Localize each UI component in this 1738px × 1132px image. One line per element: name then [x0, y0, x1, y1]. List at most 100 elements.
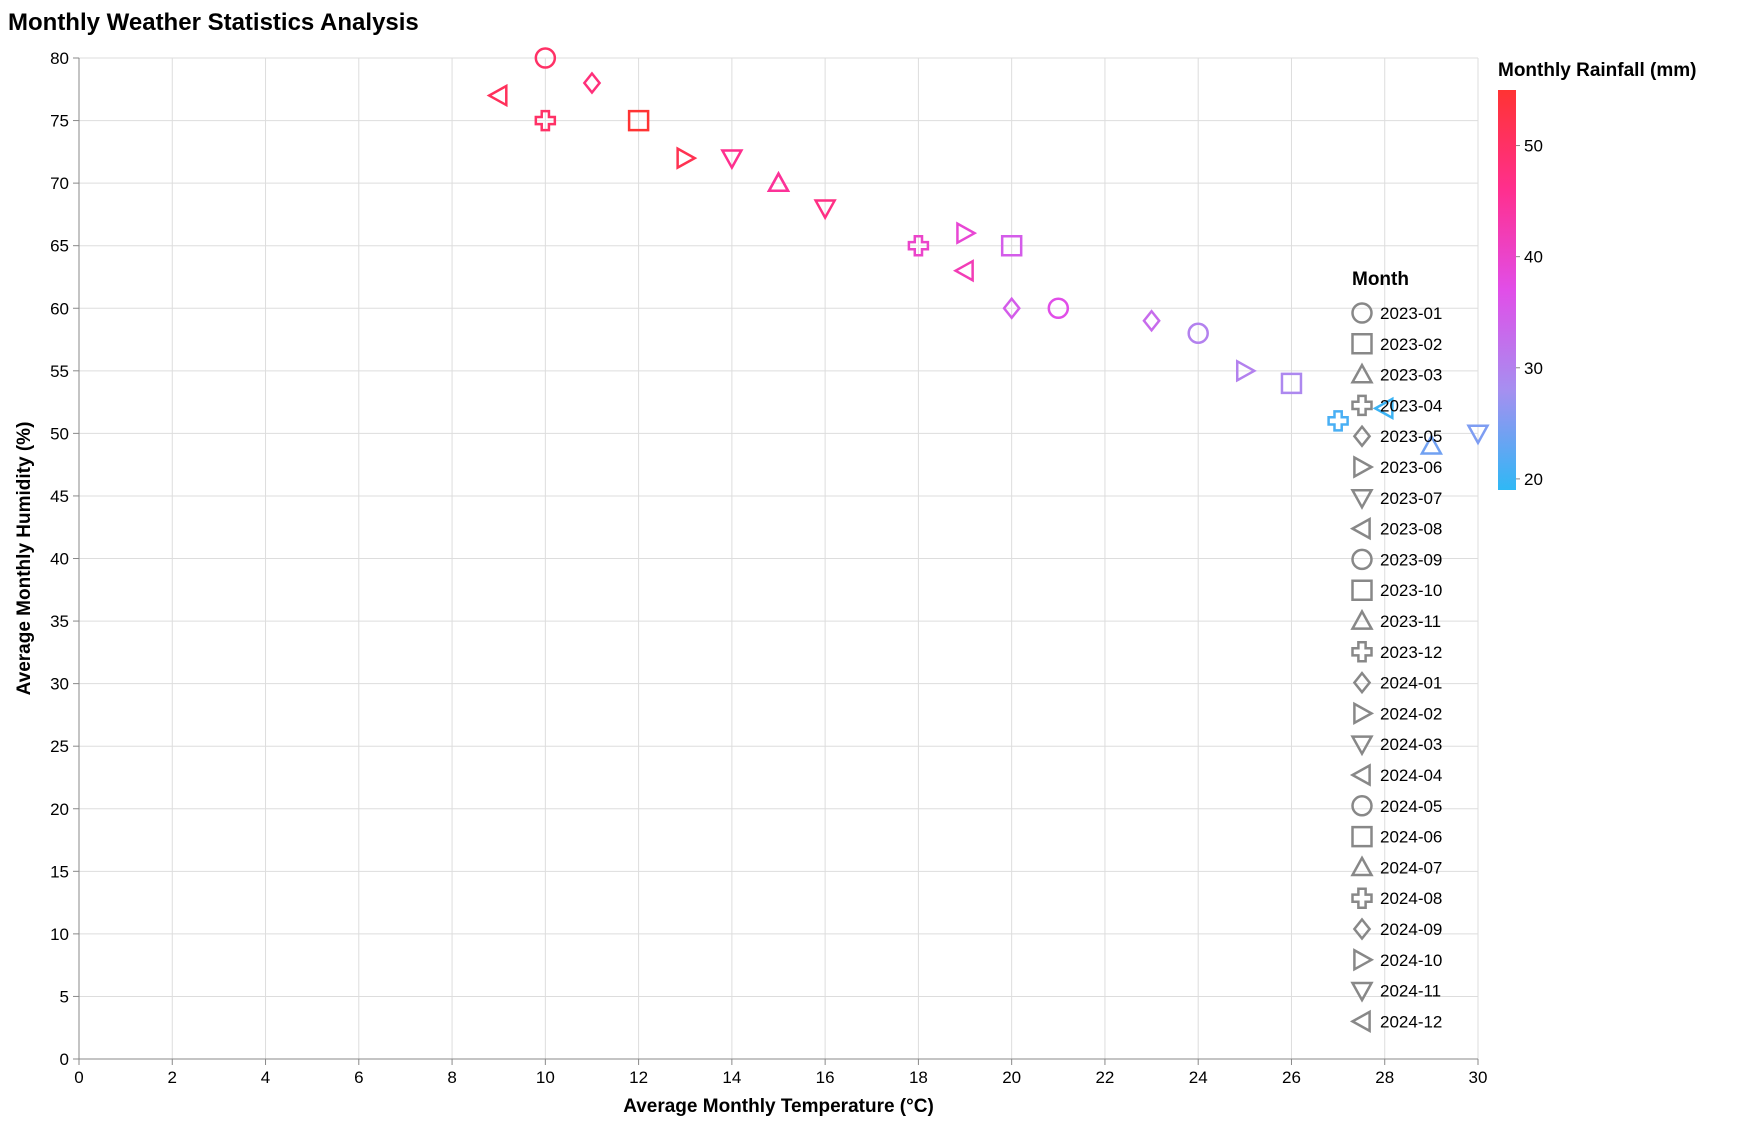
y-tick-label: 70 [50, 174, 69, 193]
data-point [813, 199, 837, 221]
legend-symbol [1353, 948, 1375, 972]
x-tick-label: 18 [909, 1068, 928, 1087]
data-point [486, 83, 508, 108]
data-point [1002, 296, 1021, 320]
legend-symbol [1351, 394, 1373, 417]
data-point [907, 234, 930, 257]
legend-label: 2024-09 [1380, 920, 1442, 939]
y-tick-label: 25 [50, 737, 69, 756]
legend-label: 2024-05 [1380, 797, 1442, 816]
legend-label: 2024-03 [1380, 735, 1442, 754]
legend-label: 2023-11 [1380, 612, 1441, 631]
y-tick-label: 50 [50, 424, 69, 443]
legend-symbol [1351, 302, 1373, 324]
legend-symbol [1350, 488, 1374, 510]
y-tick-label: 15 [50, 862, 69, 881]
x-tick-label: 22 [1095, 1068, 1114, 1087]
legend-symbol [1350, 362, 1374, 384]
data-point [1142, 309, 1161, 333]
legend-symbol [1352, 917, 1372, 941]
data-point [1235, 359, 1257, 383]
legend-label: 2024-06 [1380, 828, 1442, 847]
data-point [1187, 322, 1209, 345]
color-legend-tick-label: 20 [1524, 470, 1543, 489]
legend-symbol [1349, 516, 1371, 541]
data-point [534, 109, 557, 132]
x-tick-label: 4 [261, 1068, 270, 1087]
shape-legend-title: Month [1352, 269, 1409, 290]
x-tick-label: 20 [1002, 1068, 1021, 1087]
data-point [1000, 234, 1023, 257]
color-legend: Monthly Rainfall (mm) 20 30 40 50 [1498, 60, 1696, 490]
x-tick-label: 16 [816, 1068, 835, 1087]
y-tick-label: 60 [50, 299, 69, 318]
legend-symbol [1349, 763, 1371, 787]
legend-label: 2024-08 [1380, 889, 1442, 908]
legend-symbol [1350, 608, 1374, 630]
legend-label: 2023-01 [1380, 304, 1442, 323]
points-layer [486, 47, 1490, 455]
legend-symbol [1351, 887, 1373, 909]
x-tick-label: 24 [1189, 1068, 1208, 1087]
legend-label: 2023-12 [1380, 643, 1442, 662]
legend-label: 2023-05 [1380, 427, 1442, 446]
y-tick-label: 75 [50, 112, 69, 131]
legend-symbol [1350, 981, 1374, 1003]
data-point [676, 146, 698, 170]
chart-title: Monthly Weather Statistics Analysis [8, 9, 419, 36]
x-tick-label: 26 [1282, 1068, 1301, 1087]
legend-symbol [1351, 579, 1373, 601]
color-legend-tick-label: 30 [1524, 359, 1543, 378]
legend-label: 2024-02 [1380, 704, 1442, 723]
y-tick-label: 5 [60, 987, 69, 1006]
x-tick-label: 2 [168, 1068, 177, 1087]
legend-symbol [1351, 548, 1373, 571]
y-tick-label: 10 [50, 925, 69, 944]
data-point [720, 149, 744, 171]
x-tick-label: 28 [1375, 1068, 1394, 1087]
color-legend-tick-label: 50 [1524, 137, 1543, 156]
y-tick-label: 55 [50, 362, 69, 381]
data-point [766, 171, 791, 192]
legend-symbol [1349, 1009, 1371, 1034]
data-point [582, 71, 602, 95]
legend-label: 2024-10 [1380, 951, 1442, 970]
data-point [1280, 372, 1303, 395]
legend-symbol [1350, 855, 1374, 877]
legend-label: 2024-04 [1380, 766, 1442, 785]
legend-label: 2023-08 [1380, 520, 1442, 539]
legend-label: 2023-09 [1380, 550, 1442, 569]
color-legend-ticks: 20 30 40 50 [1516, 137, 1543, 489]
data-point [1327, 410, 1349, 432]
y-axis-title: Average Monthly Humidity (%) [14, 422, 35, 696]
y-tick-label: 65 [50, 237, 69, 256]
data-point [1047, 297, 1070, 319]
data-point [956, 221, 978, 245]
legend-symbol [1353, 455, 1375, 479]
legend-label: 2023-10 [1380, 581, 1442, 600]
legend-label: 2024-12 [1380, 1012, 1442, 1031]
x-tick-label: 6 [354, 1068, 363, 1087]
shape-legend-items: 2023-01 2023-02 2023-03 2023-04 2023-05 2023-… [1349, 302, 1442, 1034]
legend-label: 2023-02 [1380, 335, 1442, 354]
x-tick-label: 14 [722, 1068, 741, 1087]
data-point [1466, 424, 1490, 446]
x-tick-label: 30 [1469, 1068, 1488, 1087]
color-legend-title: Monthly Rainfall (mm) [1498, 60, 1696, 81]
data-point [1419, 433, 1443, 455]
legend-symbol [1351, 641, 1373, 663]
data-point [627, 109, 650, 132]
legend-symbol [1351, 825, 1373, 848]
x-tick-label: 10 [536, 1068, 555, 1087]
legend-label: 2024-01 [1380, 674, 1442, 693]
legend-symbol [1353, 701, 1375, 726]
legend-label: 2024-07 [1380, 858, 1442, 877]
data-point [534, 47, 557, 69]
legend-label: 2024-11 [1380, 982, 1441, 1001]
color-legend-gradient-bar [1498, 90, 1516, 490]
data-point [952, 259, 974, 283]
y-tick-label: 45 [50, 487, 69, 506]
color-legend-tick-label: 40 [1524, 248, 1543, 267]
legend-symbol [1351, 795, 1373, 817]
